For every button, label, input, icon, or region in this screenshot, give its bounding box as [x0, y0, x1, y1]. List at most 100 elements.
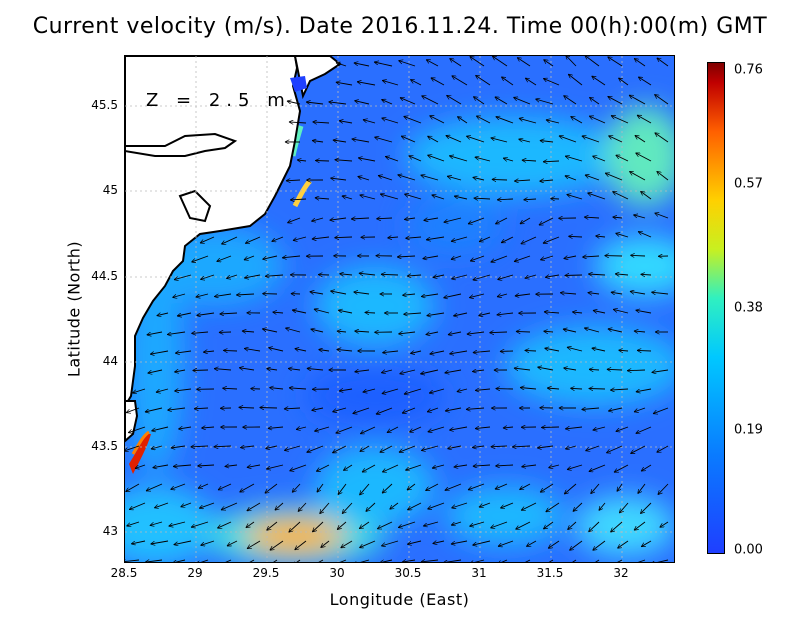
velocity-arrow — [567, 464, 583, 470]
velocity-arrow — [203, 351, 215, 352]
velocity-arrow — [450, 58, 462, 67]
velocity-arrow — [421, 293, 439, 297]
velocity-arrow — [657, 171, 669, 181]
velocity-arrow — [126, 483, 140, 493]
velocity-arrow — [339, 389, 353, 391]
colorbar — [707, 62, 725, 554]
velocity-arrow — [540, 255, 554, 260]
velocity-arrow — [617, 540, 629, 548]
velocity-arrow — [544, 60, 554, 67]
velocity-arrow — [337, 521, 347, 530]
velocity-arrow — [363, 388, 376, 392]
velocity-arrow — [135, 464, 146, 469]
velocity-arrow — [269, 388, 284, 389]
velocity-arrow — [543, 78, 560, 86]
velocity-arrow — [560, 293, 577, 294]
velocity-arrow — [336, 426, 353, 433]
velocity-arrow — [611, 116, 629, 124]
velocity-arrow — [200, 236, 215, 243]
velocity-arrow — [652, 370, 669, 372]
velocity-arrow — [290, 199, 307, 200]
velocity-arrow — [614, 464, 629, 473]
velocity-arrow — [174, 370, 186, 372]
velocity-arrow — [475, 389, 491, 390]
velocity-arrow — [599, 502, 606, 511]
velocity-arrow — [457, 117, 468, 124]
colorbar-tick: 0.76 — [734, 62, 763, 78]
velocity-arrow — [568, 236, 583, 237]
velocity-arrow — [520, 217, 531, 225]
velocity-arrow — [381, 274, 399, 275]
velocity-arrow — [226, 274, 238, 279]
velocity-arrow — [374, 62, 393, 67]
velocity-arrow — [521, 465, 537, 467]
velocity-arrow — [307, 368, 324, 370]
velocity-arrow — [267, 521, 278, 530]
velocity-arrow — [407, 540, 422, 544]
velocity-arrow — [154, 502, 169, 508]
velocity-arrow — [616, 155, 629, 162]
velocity-arrow — [641, 274, 652, 275]
velocity-arrow — [572, 312, 583, 313]
velocity-arrow — [174, 389, 192, 391]
velocity-arrow — [404, 116, 422, 124]
velocity-arrow — [339, 121, 353, 123]
velocity-arrow — [452, 76, 468, 86]
velocity-arrow — [546, 502, 560, 512]
velocity-arrow — [126, 407, 140, 413]
velocity-arrow — [466, 408, 485, 409]
velocity-arrow — [449, 426, 468, 430]
velocity-arrow — [426, 236, 445, 240]
velocity-arrow — [338, 310, 353, 314]
velocity-arrow — [548, 465, 560, 468]
velocity-arrow — [398, 332, 416, 334]
velocity-arrow — [495, 483, 508, 489]
velocity-arrow — [423, 255, 439, 259]
velocity-arrow — [289, 388, 307, 389]
velocity-arrow — [333, 140, 347, 142]
velocity-arrow — [332, 407, 347, 412]
velocity-arrow — [404, 218, 416, 220]
velocity-arrow — [608, 136, 623, 143]
velocity-arrow — [521, 502, 537, 511]
velocity-arrow — [287, 217, 301, 223]
velocity-arrow — [608, 57, 623, 67]
velocity-arrow — [634, 331, 646, 332]
velocity-arrow — [214, 369, 232, 370]
velocity-arrow — [353, 407, 370, 414]
velocity-arrow — [404, 388, 422, 394]
velocity-arrow — [421, 445, 439, 451]
velocity-arrow — [191, 521, 209, 527]
velocity-arrow — [473, 351, 491, 353]
velocity-arrow — [298, 502, 307, 512]
velocity-arrow — [432, 195, 445, 200]
velocity-arrow — [630, 445, 646, 454]
velocity-arrow — [399, 445, 416, 452]
velocity-arrow — [571, 116, 583, 124]
velocity-arrow — [421, 175, 439, 181]
velocity-arrow — [366, 502, 376, 512]
velocity-arrow — [314, 309, 330, 314]
velocity-arrow — [380, 445, 393, 453]
velocity-arrow — [635, 135, 646, 143]
velocity-arrow — [472, 370, 485, 372]
velocity-arrow — [451, 255, 462, 260]
x-tick: 29.5 — [252, 566, 280, 580]
velocity-arrow — [336, 82, 353, 86]
velocity-arrow — [335, 160, 353, 161]
velocity-arrow — [247, 465, 261, 467]
velocity-arrow — [153, 464, 169, 468]
velocity-arrow — [429, 388, 445, 393]
velocity-arrow — [409, 426, 422, 432]
velocity-arrow — [295, 540, 307, 550]
velocity-arrow — [640, 502, 652, 514]
velocity-arrow — [636, 310, 652, 314]
velocity-arrow — [497, 199, 514, 200]
velocity-arrow — [427, 407, 439, 412]
velocity-arrow — [196, 293, 209, 297]
velocity-arrow — [525, 559, 531, 562]
velocity-arrow — [426, 332, 439, 335]
velocity-arrow — [570, 388, 583, 389]
velocity-arrow — [595, 559, 600, 562]
velocity-arrow — [181, 502, 192, 507]
